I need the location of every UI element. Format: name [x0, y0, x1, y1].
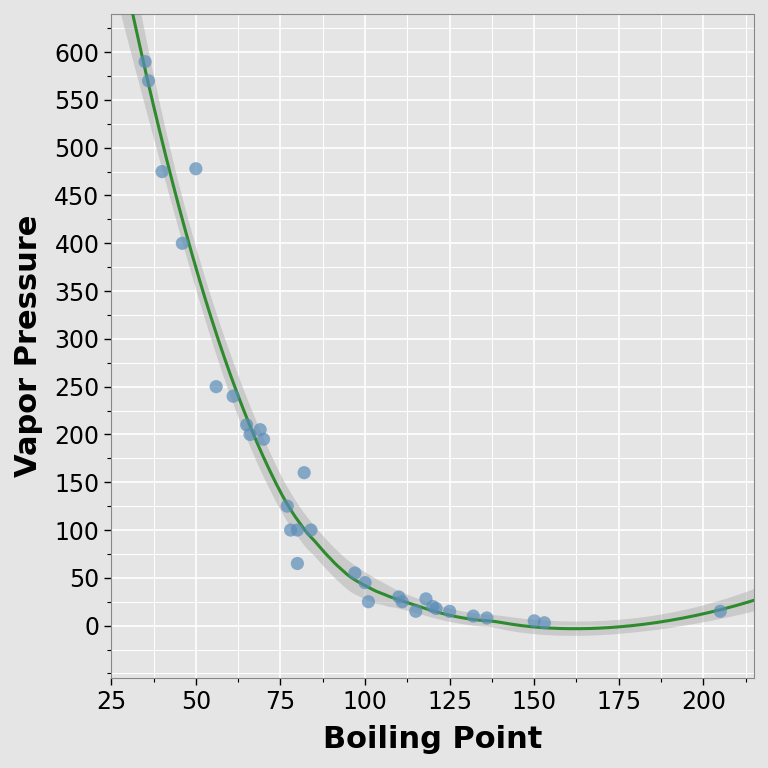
- Point: [298, 466, 310, 478]
- Point: [281, 500, 293, 512]
- Point: [291, 524, 303, 536]
- Point: [254, 423, 266, 435]
- Point: [481, 612, 493, 624]
- Point: [190, 163, 202, 175]
- Point: [240, 419, 253, 431]
- Point: [139, 55, 151, 68]
- Point: [244, 429, 257, 441]
- Point: [467, 610, 479, 622]
- Point: [430, 602, 442, 614]
- Point: [176, 237, 188, 250]
- Point: [362, 595, 375, 607]
- Point: [396, 595, 409, 607]
- Point: [291, 558, 303, 570]
- Point: [359, 577, 371, 589]
- Point: [538, 617, 551, 629]
- Y-axis label: Vapor Pressure: Vapor Pressure: [14, 215, 43, 477]
- Point: [156, 165, 168, 177]
- Point: [227, 390, 240, 402]
- Point: [142, 74, 154, 87]
- Point: [714, 605, 727, 617]
- Point: [284, 524, 296, 536]
- Point: [349, 567, 361, 579]
- Point: [426, 601, 439, 613]
- Point: [443, 605, 455, 617]
- X-axis label: Boiling Point: Boiling Point: [323, 725, 542, 754]
- Point: [210, 380, 222, 392]
- Point: [409, 605, 422, 617]
- Point: [257, 433, 270, 445]
- Point: [392, 591, 405, 603]
- Point: [305, 524, 317, 536]
- Point: [420, 593, 432, 605]
- Point: [528, 614, 541, 627]
